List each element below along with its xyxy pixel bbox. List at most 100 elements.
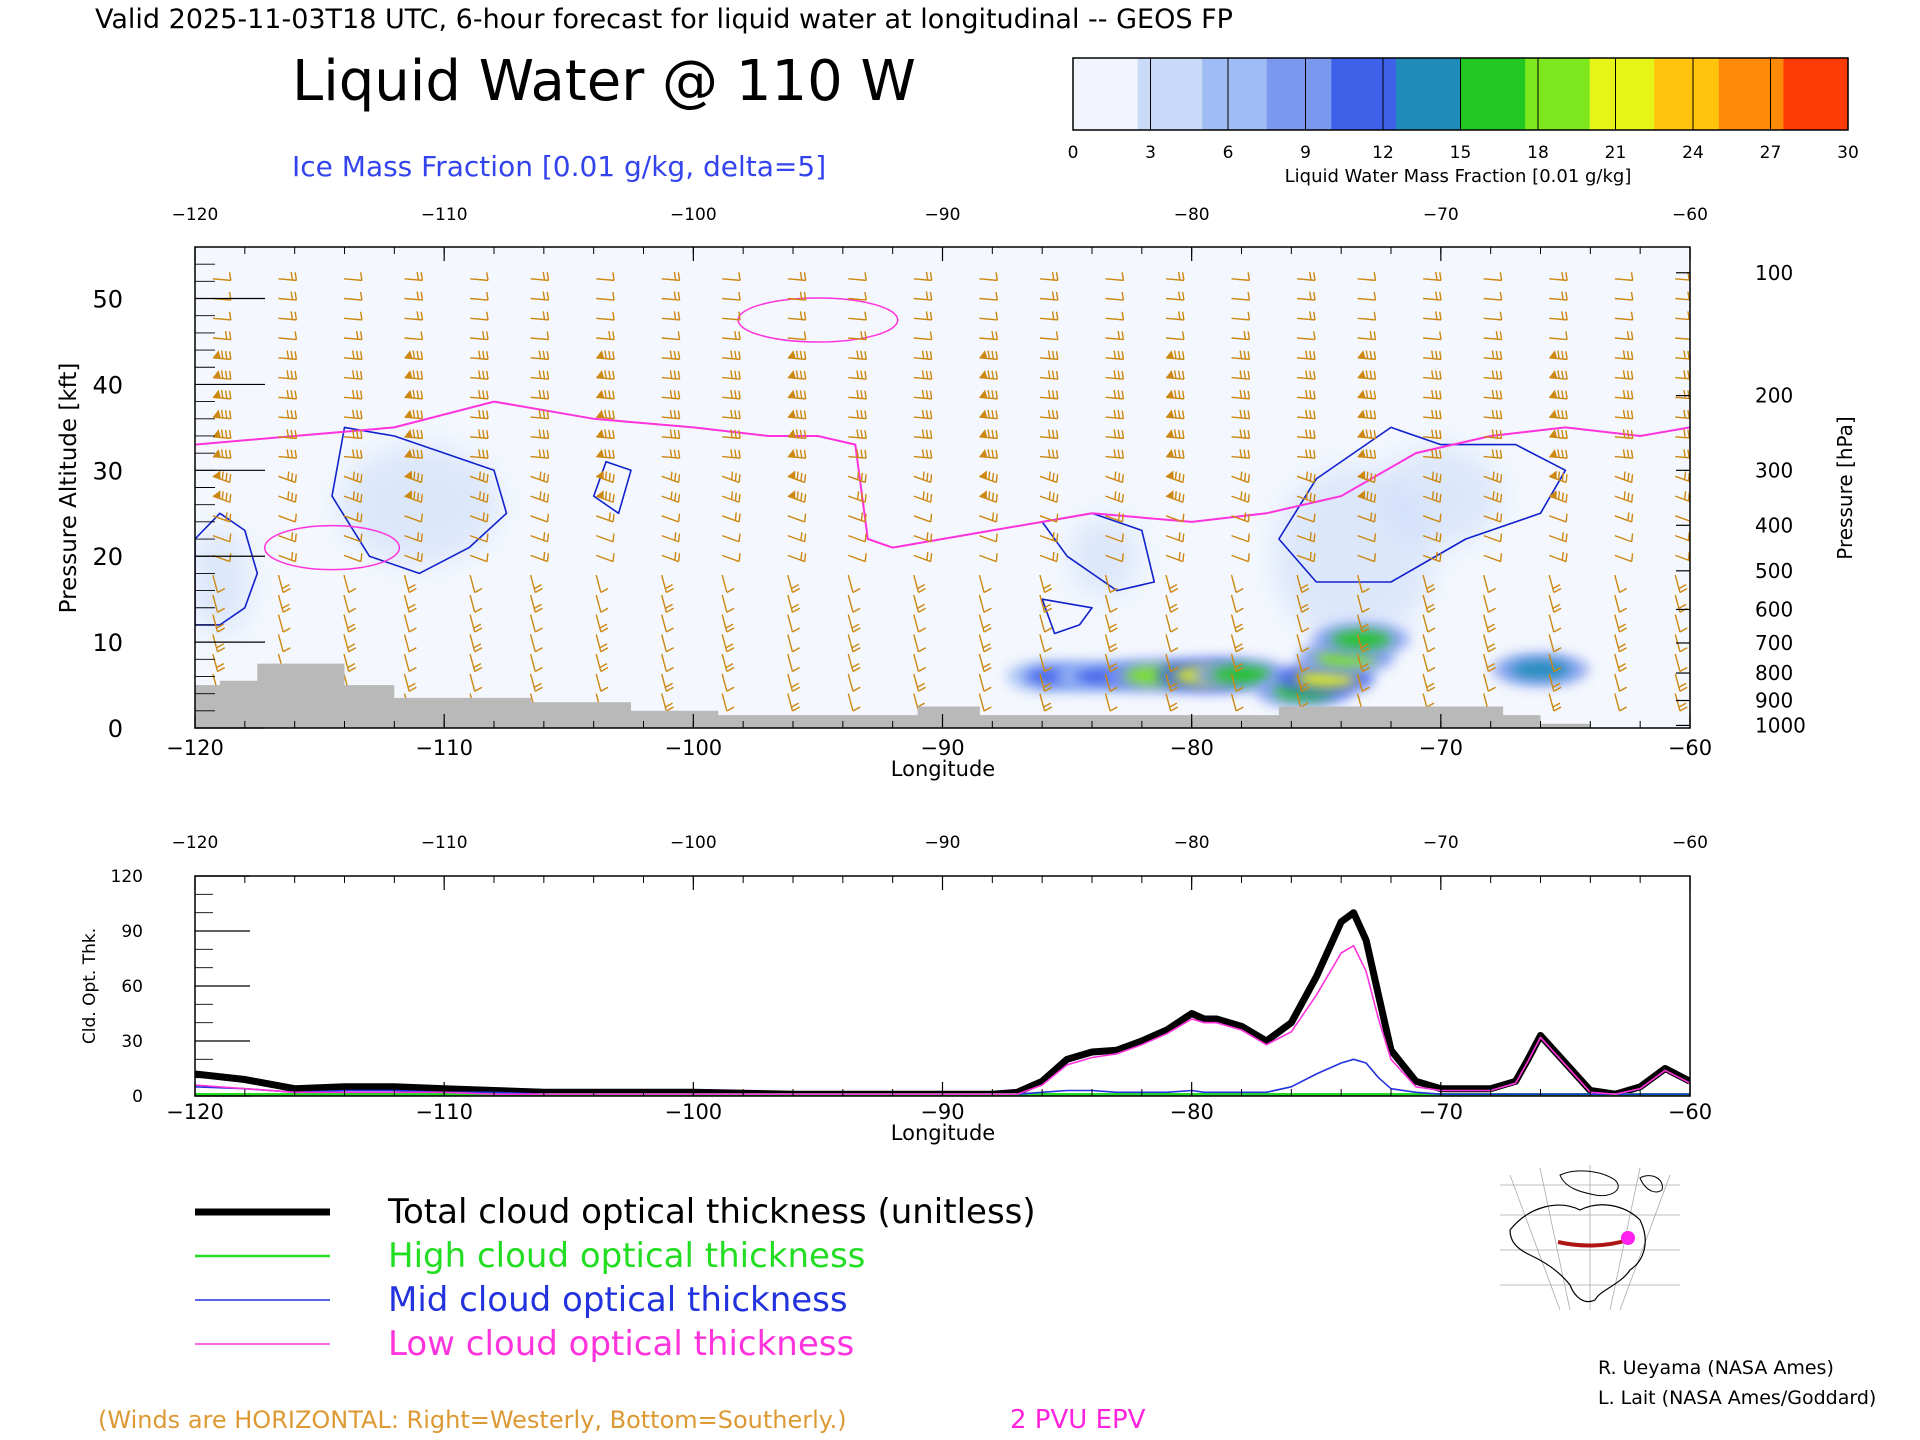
wind-barb xyxy=(278,331,298,341)
wind-barb-shaft xyxy=(721,475,740,484)
wind-barb xyxy=(596,311,615,321)
wind-barb-shaft xyxy=(722,416,741,420)
wind-barb-flag xyxy=(534,666,543,673)
wind-barb-shaft xyxy=(1165,416,1184,420)
wind-barb-flag xyxy=(925,429,929,439)
wind-barb-flag xyxy=(921,409,925,419)
wind-barb xyxy=(343,370,363,380)
wind-barb xyxy=(1549,291,1568,301)
wind-barb-flag xyxy=(355,429,359,439)
wind-barb-flag xyxy=(359,449,363,459)
wind-barb-shaft xyxy=(212,634,219,652)
pressure-tick-label: 100 xyxy=(1755,261,1793,285)
wind-barb-shaft xyxy=(470,317,489,321)
wind-barb-flag xyxy=(608,472,611,482)
wind-barb-shaft xyxy=(403,574,410,593)
wind-barb-flag xyxy=(1565,272,1568,281)
wind-barb-flag xyxy=(474,607,483,613)
wind-barb-shaft xyxy=(1548,515,1567,523)
wind-barb-flag xyxy=(792,666,801,673)
wind-barb-flag xyxy=(1313,430,1316,439)
wind-barb-pennant xyxy=(787,350,796,359)
wind-barb-flag xyxy=(1044,686,1053,692)
wind-barb-flag xyxy=(1235,607,1244,613)
wind-barb-flag xyxy=(604,449,607,458)
wind-barb-shaft xyxy=(848,396,867,400)
colorbar-swatch xyxy=(1654,58,1720,130)
wind-barb-shaft xyxy=(979,396,998,400)
wind-barb-flag xyxy=(1044,607,1053,613)
wind-barb xyxy=(404,551,423,563)
wind-barb-shaft xyxy=(661,357,680,361)
wind-barb-flag xyxy=(478,409,481,419)
wind-barb xyxy=(661,634,674,653)
wind-barb-flag xyxy=(1047,350,1051,359)
wind-barb-pennant xyxy=(787,370,796,379)
wind-barb-flag xyxy=(1243,449,1247,458)
wind-barb-flag xyxy=(925,271,929,281)
wind-barb xyxy=(787,513,807,523)
wind-barb-shaft xyxy=(1483,634,1490,652)
wind-barb-flag xyxy=(1313,513,1316,523)
wind-barb-shaft xyxy=(595,534,614,543)
wind-barb-shaft xyxy=(1357,317,1376,321)
wind-barb-shaft xyxy=(661,574,668,593)
wind-barb-shaft xyxy=(278,396,297,400)
wind-barb xyxy=(787,470,807,484)
wind-barb xyxy=(1675,429,1690,440)
wind-barb-flag xyxy=(356,492,359,501)
wind-barb-flag xyxy=(486,449,489,459)
wind-barb-flag xyxy=(983,686,992,692)
wind-barb-shaft xyxy=(1422,574,1429,593)
wind-barb xyxy=(913,370,933,380)
wind-barb xyxy=(470,389,489,400)
wind-barb xyxy=(787,389,807,400)
colorbar-tick-label: 12 xyxy=(1372,143,1394,163)
pressure-tick-label: 600 xyxy=(1755,597,1793,621)
wind-barb-flag xyxy=(1170,686,1179,692)
wind-barb-shaft xyxy=(1039,594,1046,613)
wind-barb-flag xyxy=(1247,474,1250,483)
wind-barb-shaft xyxy=(1614,436,1633,440)
wind-barb-shaft xyxy=(1614,634,1621,652)
wind-barb-flag xyxy=(282,627,291,633)
wind-barb-flag xyxy=(730,389,733,399)
wind-barb-pennant xyxy=(1166,350,1174,359)
wind-barb-flag xyxy=(1309,271,1312,281)
wind-barb-shaft xyxy=(343,416,362,420)
wind-barb-flag xyxy=(1313,331,1316,340)
wind-barb-shaft xyxy=(1423,297,1442,301)
wind-barb xyxy=(848,491,867,503)
wind-barb-flag xyxy=(486,390,489,399)
wind-barb-shaft xyxy=(847,673,854,692)
wind-barb xyxy=(1296,491,1316,503)
wind-barb-flag xyxy=(416,449,420,458)
wind-barb-flag xyxy=(864,449,867,459)
wind-barb-flag xyxy=(726,647,735,653)
wind-barb-shaft xyxy=(1231,416,1250,420)
wind-barb-flag xyxy=(287,491,290,500)
wind-barb-flag xyxy=(473,663,482,669)
wind-barb-flag xyxy=(1243,512,1247,521)
wind-barb-flag xyxy=(673,429,677,439)
wind-barb-shaft xyxy=(470,357,489,361)
wind-barb xyxy=(1614,272,1634,282)
wind-barb xyxy=(595,614,609,633)
wind-barb-flag xyxy=(539,491,542,500)
wind-barb-flag xyxy=(282,587,291,594)
wind-barb-shaft xyxy=(469,614,476,633)
wind-barb-flag xyxy=(995,272,999,281)
wind-barb-flag xyxy=(486,331,489,340)
inset-map-location-marker xyxy=(1621,1231,1635,1245)
colorbar-swatch xyxy=(1395,58,1462,130)
wind-barb-flag xyxy=(1499,311,1503,320)
wind-barb-flag xyxy=(1051,370,1055,379)
wind-barb-flag xyxy=(608,492,611,501)
wind-barb-flag xyxy=(1235,666,1244,673)
top-x-tick-label: −80 xyxy=(1170,736,1214,760)
wind-barb-shaft xyxy=(212,317,231,321)
wind-barb xyxy=(1039,634,1053,653)
wind-barb-flag xyxy=(478,449,481,458)
wind-barb xyxy=(278,409,298,420)
wind-barb-flag xyxy=(1121,493,1124,503)
